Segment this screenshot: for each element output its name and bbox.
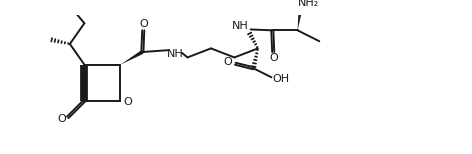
Text: O: O [57, 114, 66, 124]
Polygon shape [298, 10, 302, 30]
Text: NH: NH [231, 21, 248, 31]
Text: O: O [140, 19, 149, 29]
Polygon shape [120, 50, 143, 65]
Text: OH: OH [273, 74, 290, 84]
Text: NH: NH [167, 49, 183, 59]
Text: O: O [270, 53, 278, 63]
Text: O: O [123, 97, 132, 107]
Text: O: O [224, 57, 233, 67]
Text: NH₂: NH₂ [298, 0, 319, 8]
